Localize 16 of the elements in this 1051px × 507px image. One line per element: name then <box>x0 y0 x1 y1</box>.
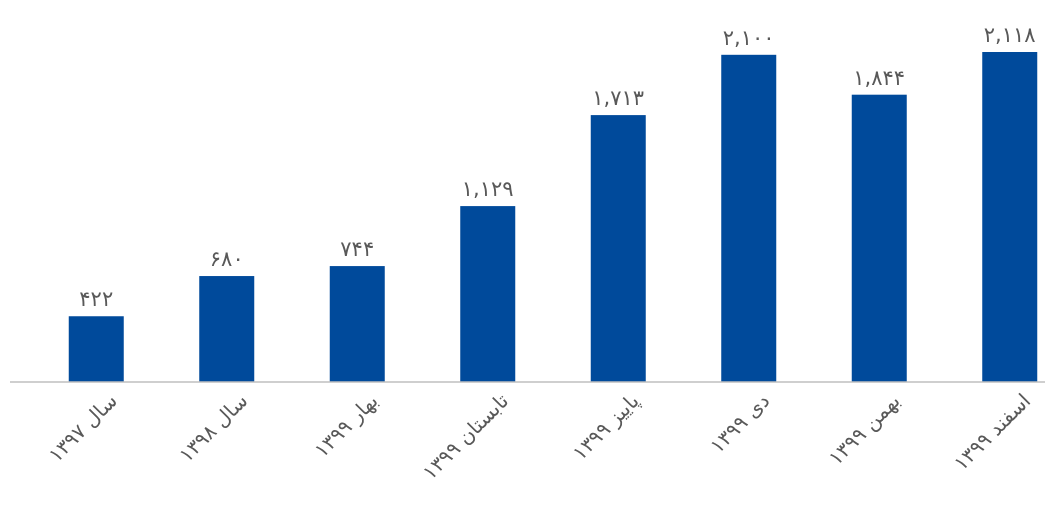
x-tick-label: اسفند ۱۳۹۹ <box>948 388 1036 476</box>
x-tick-label: سال ۱۳۹۷ <box>43 388 122 467</box>
data-label: ۱,۱۲۹ <box>461 177 514 202</box>
x-tick-label: بهمن ۱۳۹۹ <box>823 388 905 470</box>
x-tick-label: دی ۱۳۹۹ <box>705 388 775 458</box>
x-tick-label: بهار ۱۳۹۹ <box>309 388 383 463</box>
data-label: ۱,۷۱۳ <box>592 86 645 111</box>
data-label: ۱,۸۴۴ <box>853 65 906 90</box>
x-tick-label: سال ۱۳۹۸ <box>174 388 253 467</box>
data-label: ۲,۱۱۸ <box>983 23 1036 47</box>
x-tick-label: پاییز ۱۳۹۹ <box>567 388 645 466</box>
data-label: ۶۸۰ <box>209 247 244 272</box>
data-label: ۲,۱۰۰ <box>722 25 775 50</box>
data-label: ۷۴۴ <box>340 237 375 262</box>
x-tick-label: تابستان ۱۳۹۹ <box>417 388 514 485</box>
data-label: ۴۲۲ <box>79 287 114 312</box>
